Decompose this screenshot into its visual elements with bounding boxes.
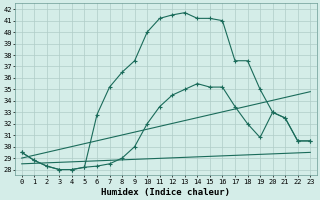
X-axis label: Humidex (Indice chaleur): Humidex (Indice chaleur) — [101, 188, 230, 197]
